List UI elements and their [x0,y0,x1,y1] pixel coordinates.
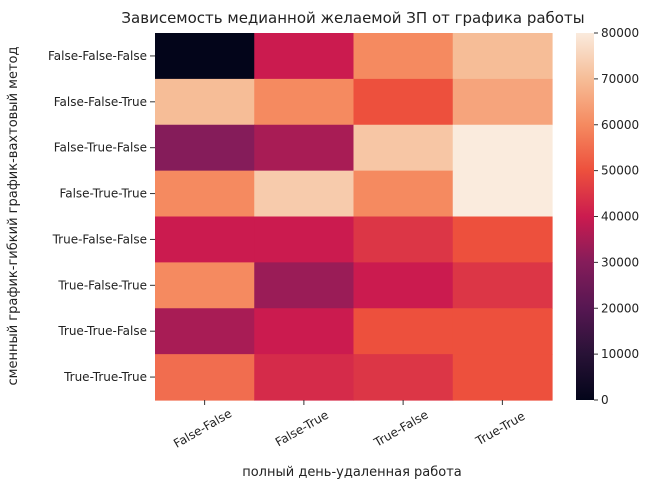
heatmap-cell [155,354,255,401]
heatmap-cell [155,33,255,80]
heatmap-cell [353,216,454,263]
colorbar-tick-label: 70000 [601,72,639,86]
x-tick-labels: False-False False-True True-False True-True [171,400,527,451]
heatmap-cell [452,78,553,126]
colorbar-tick-label: 40000 [601,210,639,224]
heatmap-cell [353,124,454,172]
colorbar-tick-label: 0 [601,393,609,407]
heatmap-cell [155,78,255,126]
heatmap-cell [155,124,255,172]
heatmap-cell [254,78,355,126]
heatmap-cell [155,170,255,218]
y-tick-label: True-False-False [52,232,147,246]
y-tick-label: True-True-False [57,324,147,338]
y-tick-label: True-True-True [63,370,147,384]
heatmap-cell [353,308,454,355]
heatmap-cell [254,354,355,401]
heatmap-cell [254,33,355,80]
heatmap-cell [353,33,454,80]
heatmap-cell [155,216,255,263]
colorbar [576,33,594,400]
x-tick-label: False-True [273,408,331,450]
heatmap-cell [254,262,355,309]
heatmap-cell [452,124,553,172]
heatmap-cell [254,308,355,355]
heatmap-cell [254,124,355,172]
heatmap-cell [353,354,454,401]
x-tick-label: True-True [473,409,528,449]
y-tick-label: False-False-False [48,49,147,63]
heatmap-cell [452,170,553,218]
y-tick-label: True-False-True [57,278,147,292]
colorbar-tick-label: 50000 [601,164,639,178]
heatmap-cell [254,170,355,218]
heatmap-cell [254,216,355,263]
colorbar-tick-label: 60000 [601,118,639,132]
heatmap-cell [452,308,553,355]
heatmap-cell [155,308,255,355]
y-tick-labels: False-False-False False-False-True False-T… [48,49,155,384]
heatmap-cell [155,262,255,309]
colorbar-ticks: 0 10000 20000 30000 40000 50000 60000 70000 8000… [594,26,639,407]
colorbar-tick-label: 10000 [601,347,639,361]
y-tick-label: False-False-True [54,95,147,109]
x-axis-label: полный день-удаленная работа [242,465,462,480]
heatmap-cell [452,216,553,263]
colorbar-tick-label: 80000 [601,26,639,40]
y-tick-label: False-True-False [54,141,147,155]
y-axis-label: сменный график-гибкий график-вахтовый ме… [6,47,21,386]
colorbar-tick-label: 20000 [601,301,639,315]
colorbar-tick-label: 30000 [601,255,639,269]
heatmap-cell [452,262,553,309]
heatmap-cells [155,33,553,401]
y-tick-label: False-True-True [59,187,147,201]
heatmap-cell [452,33,553,80]
x-tick-label: False-False [171,406,234,450]
heatmap-cell [353,78,454,126]
x-tick-label: True-False [371,407,431,450]
heatmap-cell [353,262,454,309]
heatmap-cell [353,170,454,218]
heatmap-cell [452,354,553,401]
chart-title: Зависемость медианной желаемой ЗП от гра… [121,9,584,27]
